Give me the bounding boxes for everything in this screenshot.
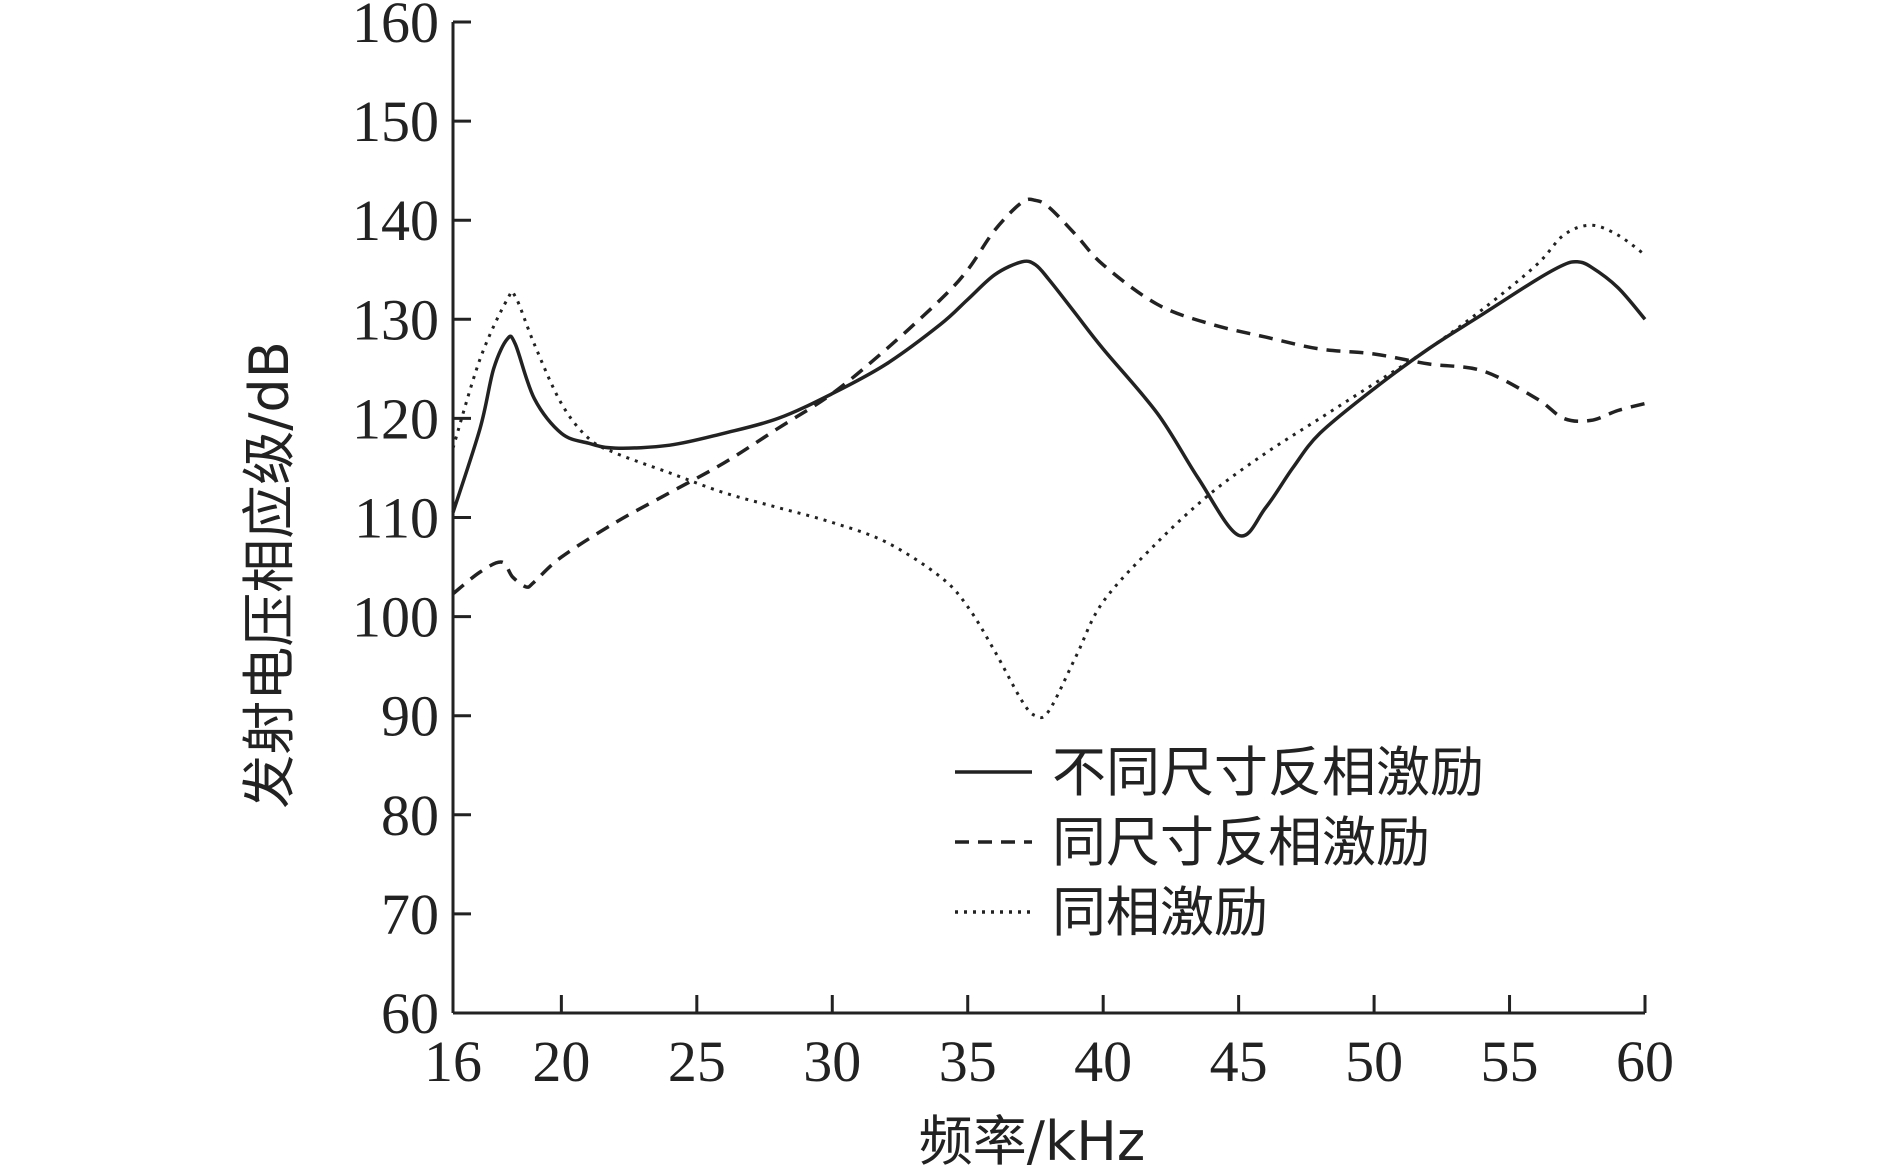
y-tick-label: 80 (381, 783, 439, 848)
x-tick-label: 25 (668, 1029, 726, 1094)
y-tick-label: 110 (354, 486, 439, 551)
y-tick-label: 120 (352, 386, 439, 451)
x-tick-label: 30 (803, 1029, 861, 1094)
legend-label: 同尺寸反相激励 (1052, 811, 1430, 874)
y-tick-label: 90 (381, 684, 439, 749)
x-tick-label: 35 (939, 1029, 997, 1094)
x-tick-label: 55 (1481, 1029, 1539, 1094)
x-axis-label: 频率/kHz (919, 1110, 1145, 1172)
series-line-dotted (451, 223, 1646, 720)
y-axis: 60 70 80 90 100 110 120 130 140 150 160 (352, 0, 471, 1046)
y-tick-label: 70 (381, 882, 439, 947)
x-tick-label: 60 (1616, 1029, 1674, 1094)
x-tick-label: 20 (532, 1029, 590, 1094)
series-line-solid (451, 259, 1647, 538)
legend-label: 同相激励 (1052, 881, 1268, 944)
y-tick-label: 60 (381, 981, 439, 1046)
x-tick-label: 40 (1074, 1029, 1132, 1094)
x-tick-label: 45 (1210, 1029, 1268, 1094)
y-tick-label: 140 (352, 188, 439, 253)
y-tick-label: 130 (352, 287, 439, 352)
y-tick-label: 160 (352, 0, 439, 55)
series-group (451, 197, 1647, 720)
series-line-dashed (451, 197, 1646, 596)
x-tick-label: 50 (1345, 1029, 1403, 1094)
x-tick-label: 16 (424, 1029, 482, 1094)
y-tick-label: 100 (352, 585, 439, 650)
legend-label: 不同尺寸反相激励 (1052, 741, 1484, 804)
y-axis-label: 发射电压相应级/dB (238, 341, 301, 809)
x-axis: 16 20 25 30 35 40 45 50 55 60 (424, 995, 1674, 1094)
y-tick-label: 150 (352, 89, 439, 154)
